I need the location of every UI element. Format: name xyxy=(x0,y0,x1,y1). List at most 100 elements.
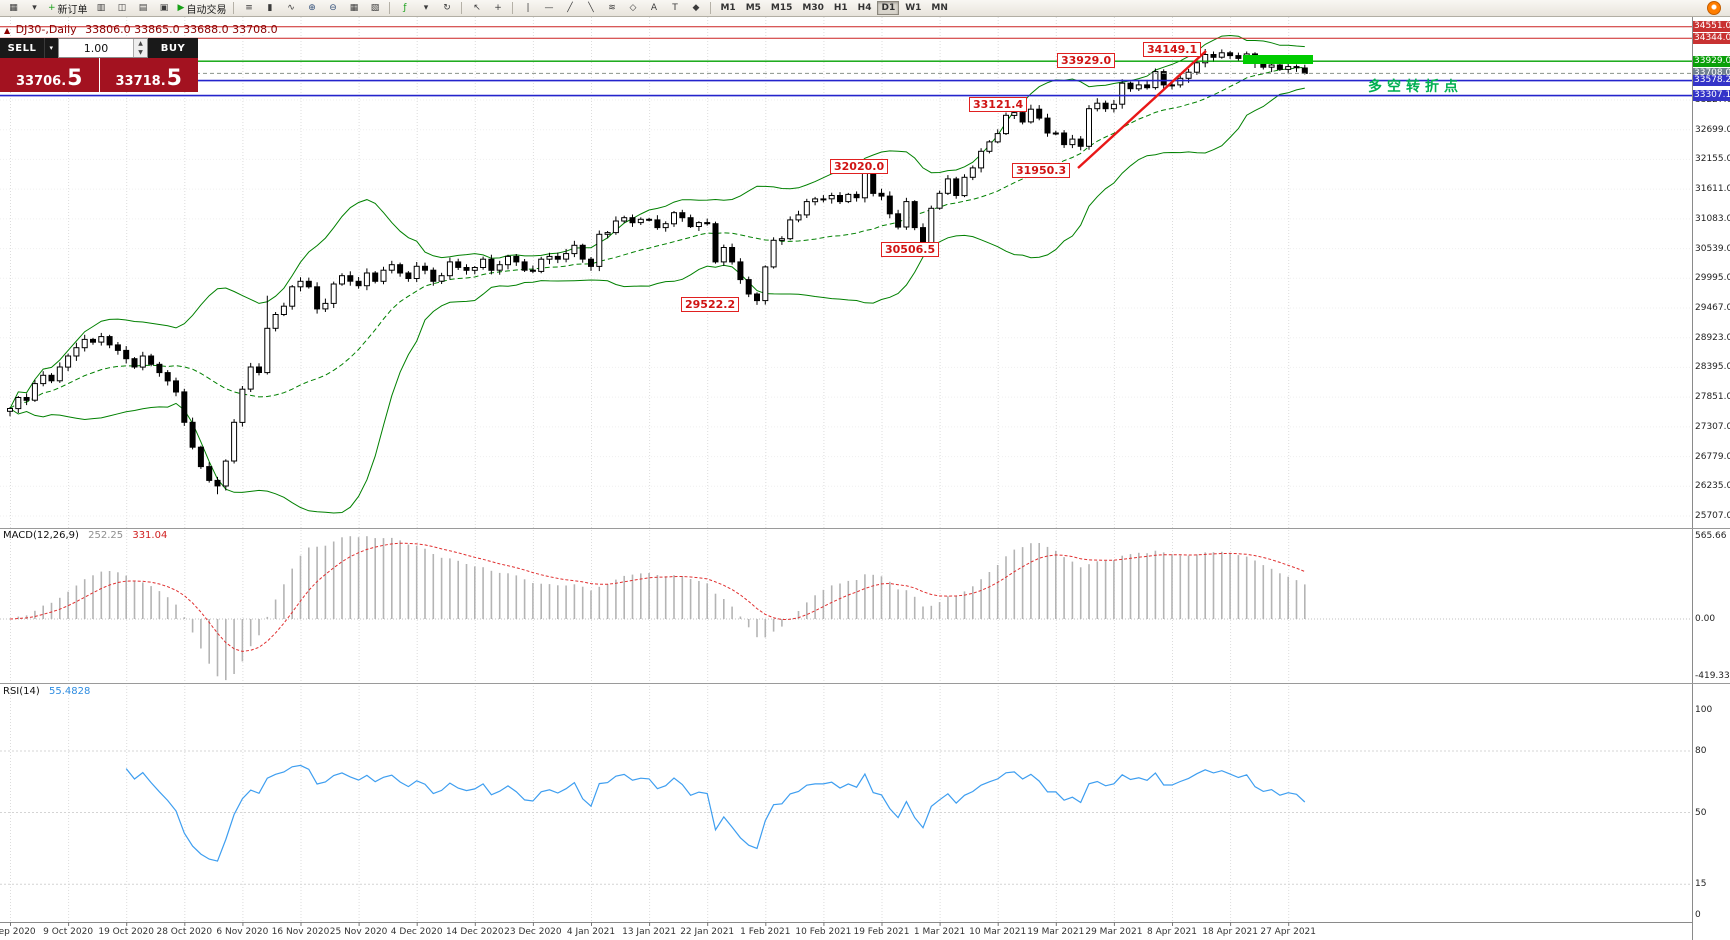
price-level-label: 33708.0 xyxy=(1693,67,1730,79)
rsi-axis-tick: 80 xyxy=(1695,746,1707,756)
buy-price-pips: 5 xyxy=(166,66,182,92)
autotrading-icon: ▶ xyxy=(177,2,185,13)
buy-button[interactable]: BUY xyxy=(148,38,198,58)
date-axis-label: 18 Apr 2021 xyxy=(1202,927,1258,937)
trendline-tool-button[interactable]: ╱ xyxy=(560,1,579,16)
timeframe-m1-button[interactable]: M1 xyxy=(720,3,736,13)
timeframe-mn-button[interactable]: MN xyxy=(931,3,948,13)
toolbar-separator xyxy=(461,2,463,14)
tile-windows-button[interactable]: ▦ xyxy=(344,1,363,16)
arrow-tool-button[interactable]: ◆ xyxy=(686,1,705,16)
price-axis-tick: 31083.0 xyxy=(1695,213,1730,224)
chart-list-dropdown-icon: ▾ xyxy=(32,2,37,13)
date-axis-label: 22 Jan 2021 xyxy=(680,927,735,937)
timeframe-d1-button[interactable]: D1 xyxy=(877,1,900,15)
cursor-button[interactable]: ↖ xyxy=(467,1,486,16)
chart-list-dropdown-button[interactable]: ▾ xyxy=(25,1,44,16)
line-chart-icon: ∿ xyxy=(287,2,295,13)
rsi-axis-tick: 15 xyxy=(1695,879,1707,890)
price-axis-tick: 26779.0 xyxy=(1695,451,1730,462)
refresh-button[interactable]: ↻ xyxy=(437,1,456,16)
candlestick-chart-button[interactable]: ▮ xyxy=(260,1,279,16)
main-toolbar: ▦ ▾ + 新订单 ▥ ◫ ▤ ▣ ▶ 自动交易 ≡ ▮ ∿ ⊕ ⊖ ▦ ▧ ƒ ▾ ↻ ↖ + | — ╱ ╲ ≋ ◇ A T ◆ M1 M… xyxy=(0,0,1730,17)
cursor-icon: ↖ xyxy=(473,2,481,13)
volume-down-button[interactable]: ▼ xyxy=(134,48,147,57)
new-chart-button[interactable]: ▦ xyxy=(4,1,23,16)
notification-status-icon[interactable] xyxy=(1707,1,1721,15)
buy-price-box[interactable]: 33718. 5 xyxy=(99,58,198,92)
new-order-button[interactable]: + 新订单 xyxy=(46,1,90,16)
price-axis-column[interactable] xyxy=(1692,17,1730,940)
date-axis-label: 1 Feb 2021 xyxy=(740,927,791,937)
data-window-button[interactable]: ◫ xyxy=(113,1,132,16)
navigator-button[interactable]: ▤ xyxy=(134,1,153,16)
price-axis-tick: 28923.0 xyxy=(1695,332,1730,343)
date-axis-label: 6 Nov 2020 xyxy=(216,927,269,937)
line-chart-button[interactable]: ∿ xyxy=(281,1,300,16)
rsi-axis-tick: 0 xyxy=(1695,910,1701,920)
price-level-label: 34551.0 xyxy=(1693,21,1730,33)
crosshair-button[interactable]: + xyxy=(488,1,507,16)
date-axis-label: 1 Mar 2021 xyxy=(913,927,966,937)
periods-button[interactable]: ▾ xyxy=(416,1,435,16)
price-axis-tick: 29995.0 xyxy=(1695,273,1730,284)
shapes-tool-icon: ◇ xyxy=(629,2,637,13)
order-type-dropdown[interactable]: ▾ xyxy=(44,38,58,58)
market-watch-button[interactable]: ▥ xyxy=(92,1,111,16)
pane-separator[interactable] xyxy=(0,683,1730,684)
buy-price: 33718. xyxy=(115,73,166,89)
terminal-button[interactable]: ▣ xyxy=(155,1,174,16)
volume-value[interactable]: 1.00 xyxy=(83,41,109,55)
arrange-windows-button[interactable]: ▧ xyxy=(365,1,384,16)
vertical-line-tool-button[interactable]: | xyxy=(518,1,537,16)
timeframe-w1-button[interactable]: W1 xyxy=(905,3,922,13)
text-tool-button[interactable]: A xyxy=(644,1,663,16)
arrange-windows-icon: ▧ xyxy=(370,2,380,13)
date-axis-label: 14 Dec 2020 xyxy=(446,927,504,937)
date-axis-label: 8 Apr 2021 xyxy=(1147,927,1197,937)
price-level-label: 33307.1 xyxy=(1693,90,1730,102)
timeframe-m15-button[interactable]: M15 xyxy=(770,3,793,13)
date-axis-label: 19 Feb 2021 xyxy=(853,927,910,937)
label-tool-button[interactable]: T xyxy=(665,1,684,16)
date-axis-label: 10 Mar 2021 xyxy=(969,927,1027,937)
rsi-name: RSI(14) xyxy=(3,686,40,697)
volume-input[interactable]: 1.00 ▲ ▼ xyxy=(58,38,148,58)
price-annotation: 29522.2 xyxy=(681,297,740,312)
timeframe-h1-button[interactable]: H1 xyxy=(833,3,848,13)
bar-chart-button[interactable]: ≡ xyxy=(239,1,258,16)
rsi-value: 55.4828 xyxy=(48,686,91,697)
pane-separator[interactable] xyxy=(0,528,1730,529)
bar-chart-icon: ≡ xyxy=(245,2,253,13)
sell-price-box[interactable]: 33706. 5 xyxy=(0,58,99,92)
autotrading-button[interactable]: ▶ 自动交易 xyxy=(176,1,229,16)
timeframe-h4-button[interactable]: H4 xyxy=(857,3,872,13)
shapes-tool-button[interactable]: ◇ xyxy=(623,1,642,16)
indicators-button[interactable]: ƒ xyxy=(395,1,414,16)
channel-tool-button[interactable]: ╲ xyxy=(581,1,600,16)
sell-button[interactable]: SELL xyxy=(0,38,44,58)
price-annotation: 33929.0 xyxy=(1057,53,1116,68)
bull-bear-turning-point-note: 多空转折点 xyxy=(1368,79,1463,95)
price-axis-tick: 26235.0 xyxy=(1695,481,1730,492)
volume-up-button[interactable]: ▲ xyxy=(134,39,147,48)
candlestick-chart-icon: ▮ xyxy=(267,2,273,13)
price-annotation: 31950.3 xyxy=(1012,163,1071,178)
date-axis-label: 0 Sep 2020 xyxy=(0,927,36,937)
timeframe-m5-button[interactable]: M5 xyxy=(745,3,761,13)
text-tool-icon: A xyxy=(650,2,658,13)
rsi-axis-tick: 100 xyxy=(1695,705,1713,715)
price-level-label: 33929.0 xyxy=(1693,55,1730,67)
macd-signal-value: 331.04 xyxy=(132,530,168,541)
toolbar-separator xyxy=(389,2,391,14)
price-axis-tick: 29467.0 xyxy=(1695,302,1730,313)
zoom-out-button[interactable]: ⊖ xyxy=(323,1,342,16)
price-level-label: 34344.0 xyxy=(1693,32,1730,44)
zoom-in-button[interactable]: ⊕ xyxy=(302,1,321,16)
fibonacci-tool-button[interactable]: ≋ xyxy=(602,1,621,16)
toolbar-separator xyxy=(512,2,514,14)
timeframe-m30-button[interactable]: M30 xyxy=(802,3,824,13)
rsi-indicator-label: RSI(14) 55.4828 xyxy=(3,686,90,697)
horizontal-line-tool-button[interactable]: — xyxy=(539,1,558,16)
